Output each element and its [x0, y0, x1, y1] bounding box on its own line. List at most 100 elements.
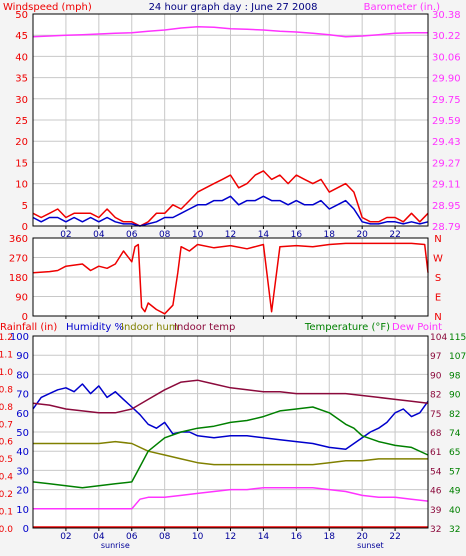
dewpoint-axis-label: Dew Point — [392, 322, 442, 333]
indoor-temp-tick-label: 90 — [430, 371, 442, 381]
y-tick-label-right: 29.27 — [432, 158, 461, 169]
y-tick-label-left: 70 — [16, 390, 29, 401]
y-tick-label-right: 29.43 — [432, 137, 461, 148]
sunset-label: sunset — [357, 541, 384, 550]
rain-tick-label: 1.1 — [0, 350, 13, 360]
y-tick-label-left: 45 — [15, 31, 28, 42]
y-tick-label-left: 0 — [22, 312, 28, 323]
x-tick-label: 10 — [192, 532, 204, 542]
x-tick-label: 22 — [389, 532, 400, 542]
indoor-temp-tick-label: 54 — [430, 467, 442, 477]
series-line-dew-point — [33, 486, 429, 510]
indoor-temp-tick-label: 46 — [430, 487, 442, 497]
temperature-tick-label: 40 — [449, 506, 461, 516]
series-line-blue-2 — [32, 195, 429, 227]
temperature-tick-label: 98 — [449, 371, 461, 381]
compass-tick-label: W — [433, 254, 443, 265]
y-tick-label-right: 29.75 — [432, 95, 461, 106]
plot-frame-3 — [32, 335, 429, 529]
rain-tick-label: 0.0 — [0, 525, 13, 535]
indoor-temp-tick-label: 104 — [430, 333, 447, 343]
temperature-tick-label: 107 — [449, 352, 466, 362]
y-tick-label-right: 30.38 — [432, 10, 461, 21]
chart-title: 24 hour graph day : June 27 2008 — [149, 2, 318, 13]
temperature-axis-label: Temperature (°F) — [304, 322, 390, 333]
compass-tick-label: E — [435, 293, 441, 304]
windspeed-axis-label: Windspeed (mph) — [3, 2, 92, 13]
x-tick-label: 12 — [225, 532, 236, 542]
temperature-tick-label: 82 — [449, 410, 460, 420]
series-line-magenta-0 — [32, 25, 428, 38]
y-tick-label-left: 30 — [15, 95, 28, 106]
temperature-tick-label: 49 — [449, 487, 461, 497]
y-tick-label-left: 0 — [22, 222, 28, 233]
temperature-tick-label: 115 — [449, 333, 466, 343]
y-tick-label-left: 35 — [15, 74, 28, 85]
rain-tick-label: 0.8 — [0, 385, 13, 395]
rain-tick-label: 0.5 — [0, 455, 13, 465]
indoor-temp-tick-label: 82 — [430, 391, 441, 401]
compass-tick-label: N — [434, 234, 441, 245]
temperature-tick-label: 57 — [449, 467, 460, 477]
y-tick-label-left: 180 — [9, 273, 28, 284]
rainfall-axis-label: Rainfall (in) — [0, 322, 57, 333]
y-tick-label-left: 90 — [16, 351, 29, 362]
temperature-tick-label: 74 — [449, 429, 461, 439]
y-tick-label-right: 28.95 — [432, 201, 461, 212]
rain-tick-label: 0.4 — [0, 473, 13, 483]
y-tick-label-right: 29.90 — [432, 74, 461, 85]
indoor-temp-tick-label: 39 — [430, 506, 442, 516]
y-tick-label-left: 60 — [16, 409, 29, 420]
rain-tick-label: 0.2 — [0, 490, 13, 500]
y-tick-label-left: 5 — [22, 201, 28, 212]
x-tick-label: 22 — [389, 230, 400, 240]
x-tick-label: 18 — [324, 230, 336, 240]
x-tick-label: 16 — [291, 532, 303, 542]
x-tick-label: 20 — [356, 230, 368, 240]
y-tick-label-right: 29.11 — [432, 180, 461, 191]
indoor-hum-axis-label: Indoor hum — [121, 322, 179, 333]
series-line-red-1 — [32, 170, 429, 227]
x-tick-label: 08 — [159, 532, 171, 542]
rain-tick-label: 0.7 — [0, 420, 13, 430]
temperature-tick-label: 65 — [449, 448, 460, 458]
rain-tick-label: 0.1 — [0, 508, 13, 518]
rain-tick-label: 1.0 — [0, 368, 13, 378]
rain-tick-label: 0.8 — [0, 403, 13, 413]
x-tick-label: 18 — [324, 532, 336, 542]
series-line-indoor-hum — [33, 440, 428, 466]
y-tick-label-left: 360 — [9, 234, 28, 245]
temperature-tick-label: 32 — [449, 525, 460, 535]
y-tick-label-left: 50 — [15, 10, 28, 21]
y-tick-label-right: 30.06 — [432, 52, 461, 63]
plot-frame-1 — [32, 13, 429, 227]
y-tick-label-left: 30 — [16, 466, 29, 477]
y-tick-label-left: 90 — [15, 293, 28, 304]
y-tick-label-left: 15 — [15, 158, 28, 169]
indoor-temp-tick-label: 75 — [430, 410, 441, 420]
rain-tick-label: 0.6 — [0, 438, 13, 448]
indoor-temp-tick-label: 68 — [430, 429, 442, 439]
x-tick-label: 10 — [192, 230, 204, 240]
y-tick-label-right: 30.22 — [432, 31, 461, 42]
y-tick-label-left: 100 — [10, 332, 29, 343]
x-tick-label: 04 — [93, 230, 105, 240]
x-tick-label: 08 — [159, 230, 171, 240]
compass-tick-label: S — [435, 273, 441, 284]
sunrise-label: sunrise — [101, 541, 130, 550]
y-tick-label-right: 28.79 — [432, 222, 461, 233]
y-tick-label-left: 40 — [15, 52, 28, 63]
x-tick-label: 20 — [356, 532, 368, 542]
x-tick-label: 12 — [225, 230, 236, 240]
x-tick-label: 14 — [258, 230, 270, 240]
y-tick-label-left: 270 — [9, 254, 28, 265]
series-line-humidity- — [32, 383, 429, 451]
temperature-tick-label: 90 — [449, 391, 461, 401]
y-tick-label-left: 0 — [23, 524, 29, 535]
y-tick-label-left: 80 — [16, 370, 29, 381]
x-tick-label: 02 — [60, 230, 71, 240]
x-tick-label: 04 — [93, 532, 105, 542]
indoor-temp-axis-label: Indoor temp — [174, 322, 235, 333]
